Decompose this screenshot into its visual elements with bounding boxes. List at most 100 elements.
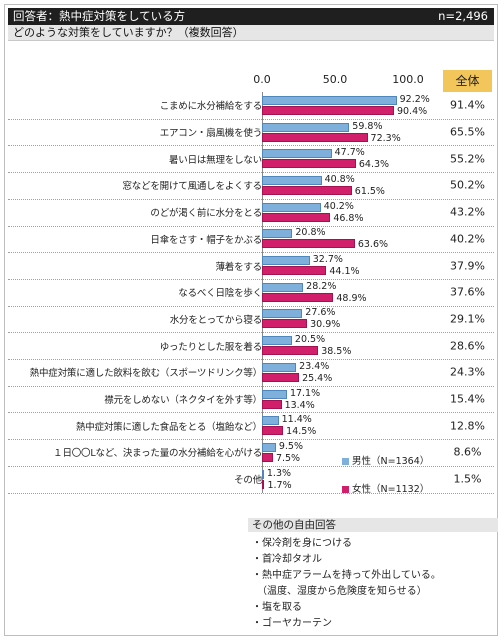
row-separator	[8, 225, 494, 227]
total-value: 12.8%	[450, 419, 485, 433]
bar-male	[262, 229, 293, 239]
bar-male	[262, 175, 322, 185]
total-value: 65.5%	[450, 125, 485, 139]
axis-tick-label: 0.0	[253, 73, 271, 86]
axis-tick-label: 100.0	[392, 73, 424, 86]
category-label: 薄着をする	[215, 261, 262, 273]
data-label-female: 44.1%	[329, 266, 360, 278]
row-separator	[8, 332, 494, 334]
free-answer-item: ・塩を取る	[252, 602, 302, 613]
free-answer-item: ・熱中症アラームを持って外出している。	[252, 570, 441, 581]
data-label-female: 30.9%	[310, 319, 341, 331]
free-answer-title: その他の自由回答	[248, 518, 498, 532]
data-label-female: 90.4%	[396, 105, 428, 117]
data-label-male: 32.7%	[312, 254, 343, 266]
header-bar: 回答者：熱中症対策をしている方 n=2,496	[8, 8, 494, 25]
bar-male	[262, 389, 287, 399]
bar-female	[262, 319, 308, 329]
bar-female	[262, 239, 355, 249]
category-label: その他	[234, 475, 262, 487]
free-answer-item: ・首冷却タオル	[252, 554, 322, 565]
data-label-male: 27.6%	[305, 307, 336, 319]
data-label-female: 63.6%	[357, 239, 389, 251]
total-column-header: 全体	[443, 70, 492, 92]
bar-male	[262, 256, 310, 266]
bar-female	[262, 105, 394, 115]
bar-male	[262, 416, 279, 426]
bar-female	[262, 372, 300, 382]
category-label: １日〇〇Lなど、決まった量の水分補給を心がける	[53, 448, 262, 460]
data-label-male: 92.2%	[399, 93, 430, 105]
bar-male	[262, 469, 264, 479]
data-label-female: 72.3%	[370, 132, 401, 144]
total-value: 24.3%	[450, 365, 485, 379]
row-separator	[8, 198, 494, 200]
bar-male	[262, 282, 304, 292]
row-separator	[8, 492, 494, 494]
category-label: 暑い日は無理をしない	[168, 154, 262, 166]
data-label-male: 40.8%	[324, 173, 355, 185]
free-answer-item: （温度、湿度から危険度を知らせる）	[252, 586, 427, 597]
bar-female	[262, 159, 356, 169]
sample-size: n=2,496	[438, 9, 488, 23]
bar-male	[262, 362, 297, 372]
data-label-female: 13.4%	[284, 399, 315, 411]
total-value: 40.2%	[450, 232, 485, 246]
row-separator	[8, 252, 494, 254]
bar-female	[262, 399, 282, 409]
bar-male	[262, 202, 321, 212]
bar-female	[262, 452, 273, 462]
data-label-female: 25.4%	[302, 372, 333, 384]
data-label-female: 61.5%	[354, 185, 385, 197]
bar-female	[262, 132, 368, 142]
legend-male: 男性（N=1364）	[342, 453, 429, 467]
data-label-female: 38.5%	[321, 346, 352, 358]
row-separator	[8, 145, 494, 147]
row-separator	[8, 278, 494, 280]
total-value: 50.2%	[450, 178, 485, 192]
bar-female	[262, 212, 331, 222]
legend-swatch-female	[342, 486, 349, 493]
data-label-male: 9.5%	[278, 440, 303, 452]
row-separator	[8, 439, 494, 441]
row-separator	[8, 118, 494, 120]
data-label-male: 17.1%	[289, 387, 321, 399]
total-value: 8.6%	[453, 445, 482, 459]
category-label: 熱中症対策に適した飲料を飲む（スポーツドリンク等）	[29, 368, 263, 380]
data-label-male: 28.2%	[306, 280, 337, 292]
legend-female: 女性（N=1132）	[342, 481, 429, 495]
total-value: 15.4%	[450, 392, 485, 406]
total-value: 1.5%	[453, 472, 482, 486]
data-label-female: 1.7%	[267, 479, 292, 491]
bar-male	[262, 336, 292, 346]
chart-frame	[4, 4, 498, 636]
bar-male	[262, 149, 332, 159]
bar-female	[262, 479, 265, 489]
axis-tick-label: 50.0	[322, 73, 348, 86]
total-value: 29.1%	[450, 312, 485, 326]
category-label: ゆったりとした服を着る	[159, 341, 263, 353]
row-separator	[8, 305, 494, 307]
category-label: 水分をとってから寝る	[169, 314, 262, 326]
category-label: なるべく日陰を歩く	[178, 288, 262, 300]
category-label: エアコン・扇風機を使う	[159, 128, 263, 140]
data-label-female: 46.8%	[333, 212, 364, 224]
total-value: 37.9%	[450, 259, 485, 273]
row-separator	[8, 465, 494, 467]
data-label-male: 11.4%	[281, 414, 312, 426]
bar-female	[262, 266, 327, 276]
data-label-female: 64.3%	[358, 159, 390, 171]
data-label-male: 20.5%	[294, 334, 326, 346]
data-label-female: 7.5%	[275, 452, 301, 464]
category-label: 熱中症対策に適した食品をとる（塩飴など）	[75, 421, 262, 433]
data-label-female: 14.5%	[286, 426, 317, 438]
total-value: 91.4%	[450, 98, 485, 112]
question-text: どのような対策をしていますか？（複数回答）	[13, 26, 244, 39]
bar-female	[262, 426, 284, 436]
bar-male	[262, 122, 350, 132]
total-value: 37.6%	[450, 285, 485, 299]
row-separator	[8, 412, 494, 414]
category-label: こまめに水分補給をする	[159, 101, 263, 113]
bar-female	[262, 292, 334, 302]
axis-baseline	[262, 92, 263, 493]
